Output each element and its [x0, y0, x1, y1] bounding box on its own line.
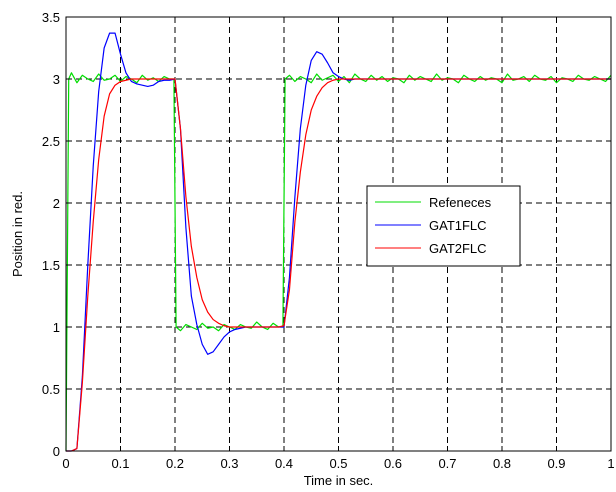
y-tick-label: 2.5 — [42, 134, 60, 149]
x-tick-label: 0.6 — [384, 456, 402, 471]
x-tick-label: 0.2 — [166, 456, 184, 471]
x-tick-labels: 0 0.1 0.2 0.3 0.4 0.5 0.6 0.7 0.8 0.9 1 — [62, 456, 614, 471]
y-tick-label: 2 — [53, 196, 60, 211]
x-tick-label: 0.4 — [275, 456, 293, 471]
x-tick-label: 0.7 — [438, 456, 456, 471]
series-lines — [65, 32, 612, 452]
y-axis-label: Position in red. — [10, 191, 25, 277]
x-axis-label: Time in sec. — [304, 473, 374, 488]
axis-ticks — [65, 16, 612, 452]
x-tick-label: 0.5 — [329, 456, 347, 471]
y-tick-label: 0.5 — [42, 382, 60, 397]
x-tick-label: 0.8 — [493, 456, 511, 471]
series-line-gat2flc — [66, 78, 611, 452]
legend: Refeneces GAT1FLC GAT2FLC — [366, 185, 521, 267]
x-tick-label: 1 — [607, 456, 614, 471]
legend-box — [366, 185, 521, 267]
legend-label-gat2flc: GAT2FLC — [429, 241, 487, 256]
y-tick-label: 1.5 — [42, 258, 60, 273]
x-tick-label: 0.1 — [111, 456, 129, 471]
y-tick-labels: 0 0.5 1 1.5 2 2.5 3 3.5 — [42, 10, 60, 459]
legend-label-refeneces: Refeneces — [429, 195, 492, 210]
legend-label-gat1flc: GAT1FLC — [429, 218, 487, 233]
x-tick-label: 0.9 — [547, 456, 565, 471]
y-tick-label: 3.5 — [42, 10, 60, 25]
y-tick-label: 0 — [53, 444, 60, 459]
y-tick-label: 3 — [53, 72, 60, 87]
y-tick-label: 1 — [53, 320, 60, 335]
x-tick-label: 0 — [62, 456, 69, 471]
x-tick-label: 0.3 — [220, 456, 238, 471]
